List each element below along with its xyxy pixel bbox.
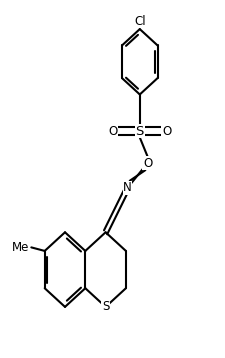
Text: N: N [123, 182, 131, 194]
Text: O: O [142, 156, 152, 170]
Text: Cl: Cl [133, 15, 145, 28]
Text: Me: Me [12, 241, 29, 254]
Text: N: N [123, 182, 131, 194]
Text: S: S [101, 300, 109, 313]
Text: O: O [108, 125, 117, 137]
Text: O: O [142, 156, 152, 170]
Text: S: S [135, 125, 143, 137]
Text: O: O [161, 125, 171, 137]
